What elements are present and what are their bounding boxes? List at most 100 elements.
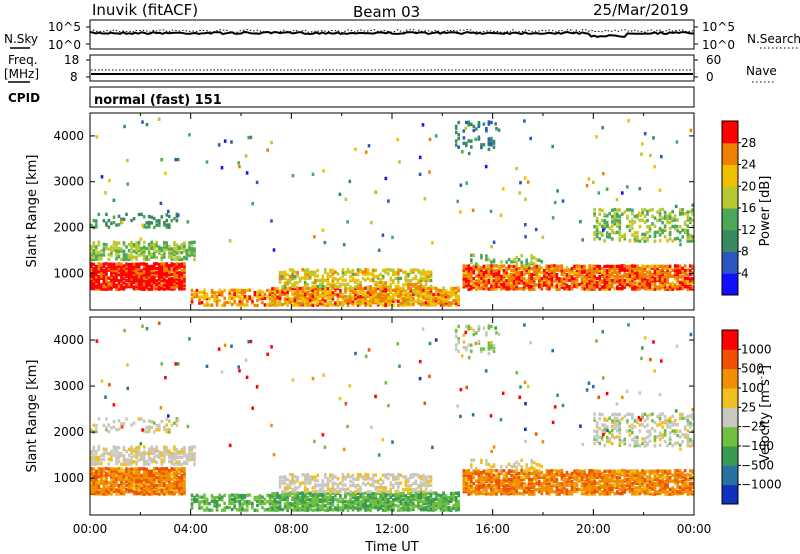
power-cell: [658, 264, 662, 268]
velocity-cell: [97, 471, 101, 475]
power-cell: [434, 286, 438, 291]
power-cell: [598, 281, 601, 285]
power-cell: [173, 272, 176, 277]
velocity-cell: [236, 508, 239, 512]
power-cell: [485, 127, 488, 131]
power-cell: [135, 251, 138, 255]
power-cell: [673, 285, 677, 289]
power-cell: [626, 185, 629, 189]
velocity-cell: [369, 489, 372, 494]
velocity-cell: [424, 481, 428, 486]
power-cell: [419, 303, 423, 307]
power-cell: [412, 288, 415, 293]
velocity-cell: [283, 495, 287, 500]
power-cell: [170, 287, 174, 291]
power-cell: [434, 299, 438, 303]
velocity-cell: [238, 499, 242, 504]
velocity-cell: [117, 483, 121, 488]
velocity-cell: [115, 458, 118, 462]
power-cell: [127, 257, 131, 262]
power-cell: [477, 285, 481, 289]
velocity-cell: [470, 490, 473, 494]
power-cell: [502, 264, 506, 268]
velocity-cell: [492, 490, 496, 494]
velocity-cell: [457, 506, 460, 510]
power-cell: [281, 287, 284, 291]
velocity-cell: [296, 496, 299, 500]
power-cell: [311, 288, 315, 292]
power-cell: [442, 292, 445, 297]
power-cell: [593, 230, 596, 235]
velocity-cell: [160, 451, 164, 455]
velocity-cell: [306, 481, 309, 485]
power-cell: [117, 262, 121, 266]
power-cell: [666, 271, 669, 275]
power-cell: [90, 282, 93, 287]
velocity-cell: [371, 491, 375, 496]
power-cell: [515, 266, 518, 271]
velocity-cell: [137, 483, 141, 488]
velocity-cell: [147, 482, 151, 486]
velocity-cell: [475, 471, 478, 476]
power-cell: [605, 231, 609, 235]
power-cell: [183, 283, 186, 287]
power-cell: [505, 274, 508, 278]
velocity-cell: [130, 451, 133, 456]
power-cell: [414, 276, 418, 281]
power-cell: [243, 296, 247, 301]
velocity-cell: [137, 448, 141, 452]
velocity-cell: [324, 483, 327, 487]
power-cell: [595, 268, 599, 272]
power-cell: [137, 243, 141, 247]
power-cell: [638, 266, 642, 271]
power-cell: [618, 271, 622, 275]
power-cell: [550, 279, 554, 283]
power-cell: [653, 224, 657, 228]
velocity-cell: [283, 506, 287, 510]
velocity-cell: [170, 451, 174, 456]
power-cell: [175, 275, 179, 279]
velocity-cell: [303, 475, 307, 479]
power-cell: [462, 129, 466, 133]
power-cell: [480, 272, 483, 277]
power-cell: [135, 277, 138, 281]
power-cell: [374, 282, 377, 287]
velocity-cell: [132, 492, 136, 496]
velocity-cell: [308, 506, 312, 510]
power-cell: [193, 257, 196, 262]
power-cell: [449, 303, 453, 307]
velocity-cell: [165, 428, 169, 432]
power-cell: [376, 284, 380, 289]
velocity-cell: [178, 462, 181, 466]
velocity-cell: [90, 466, 93, 471]
velocity-cell: [326, 497, 330, 502]
power-cell: [613, 275, 617, 279]
power-cell: [140, 262, 143, 266]
velocity-cell: [155, 460, 158, 464]
power-cell: [324, 285, 327, 289]
colorbar-tick: 12: [741, 223, 756, 237]
velocity-cell: [276, 494, 279, 498]
velocity-cell: [487, 485, 491, 489]
power-cell: [115, 223, 118, 227]
power-cell: [563, 271, 566, 275]
velocity-cell: [178, 450, 181, 454]
velocity-cell: [135, 489, 138, 494]
power-cell: [590, 283, 594, 287]
velocity-cell: [107, 457, 111, 462]
power-cell: [671, 274, 674, 278]
power-cell: [636, 271, 639, 275]
power-cell: [180, 278, 184, 283]
velocity-cell: [115, 479, 118, 484]
power-cell: [190, 292, 194, 297]
power-cell: [268, 289, 272, 293]
power-cell: [522, 272, 526, 277]
velocity-cell: [449, 506, 453, 510]
velocity-cell: [452, 506, 455, 510]
power-cell: [480, 266, 483, 270]
power-cell: [145, 262, 148, 267]
velocity-cell: [180, 467, 184, 471]
power-cell: [326, 272, 330, 276]
velocity-cell: [115, 476, 118, 480]
velocity-cell: [105, 479, 108, 484]
